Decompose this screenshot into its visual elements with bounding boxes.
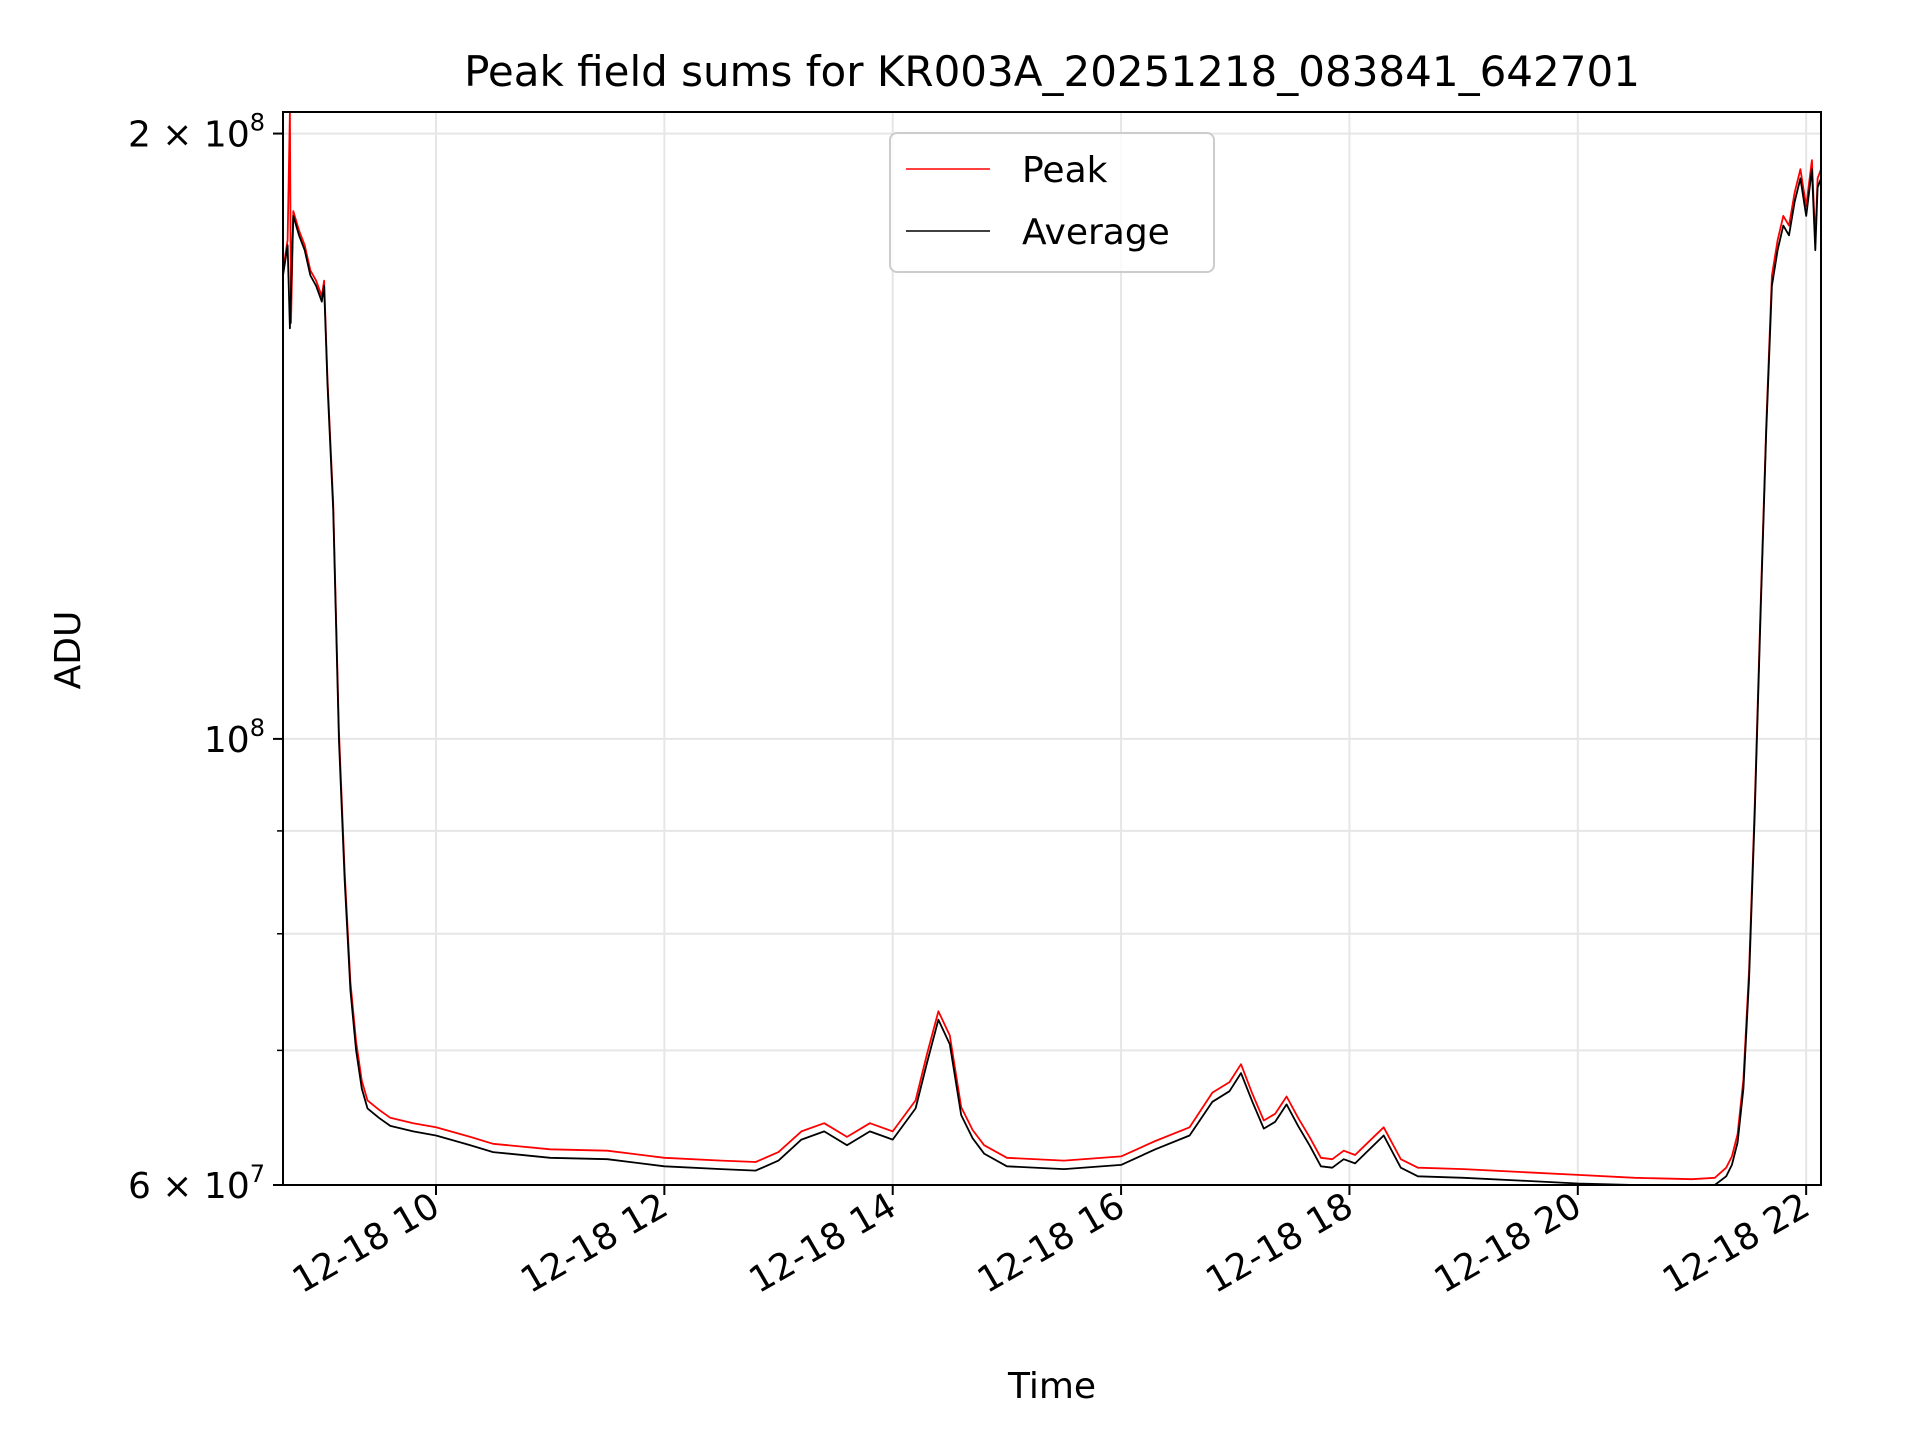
legend-peak-label: Peak [1022,150,1108,191]
y-tick-label-base: 6 × 10 [128,1166,250,1207]
y-tick-label-base: 2 × 10 [128,115,250,156]
y-tick-label-base: 10 [204,720,250,761]
y-tick-label-exponent: 7 [250,1160,265,1188]
x-axis-label: Time [1007,1366,1096,1407]
series-line-average [283,168,1821,1185]
legend-average-label: Average [1022,212,1170,253]
plot-frame [282,111,1822,1186]
legend: Peak Average [889,132,1215,273]
series-layer [283,112,1821,1185]
y-tick-label-exponent: 8 [250,714,265,742]
y-tick-label: 108 [204,714,265,761]
y-tick-label: 2 × 108 [128,109,265,156]
chart-title: Peak field sums for KR003A_20251218_0838… [464,47,1640,96]
legend-box [889,132,1215,273]
y-tick-label: 6 × 107 [128,1160,265,1207]
y-tick-label-exponent: 8 [250,109,265,137]
y-axis-label: ADU [48,611,89,690]
